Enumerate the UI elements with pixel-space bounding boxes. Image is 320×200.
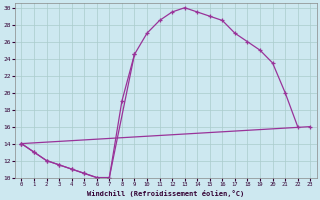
X-axis label: Windchill (Refroidissement éolien,°C): Windchill (Refroidissement éolien,°C) — [87, 190, 244, 197]
